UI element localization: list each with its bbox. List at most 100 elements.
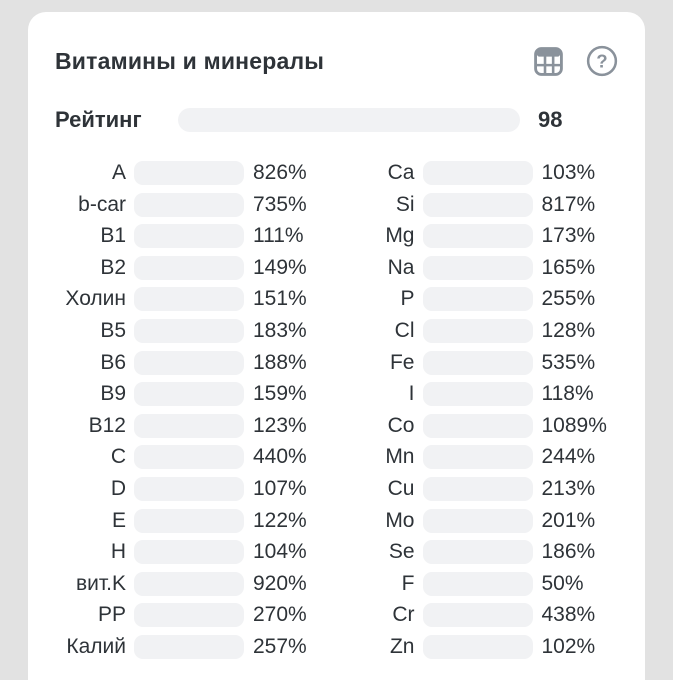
nutrient-label: B6 — [100, 350, 126, 374]
nutrient-row: Fe 535% — [344, 350, 619, 375]
nutrient-bar-track — [134, 161, 244, 185]
nutrient-value: 440% — [253, 445, 307, 469]
nutrient-value: 107% — [253, 476, 307, 500]
nutrient-bar-track — [134, 571, 244, 596]
nutrient-bar-track — [422, 445, 533, 470]
nutrient-bar-track — [134, 603, 244, 628]
nutrient-bar-track — [134, 382, 244, 407]
nutrient-value: 255% — [541, 287, 596, 311]
nutrient-bar-track — [422, 318, 533, 343]
nutrient-row: b-car 735% — [55, 192, 330, 217]
nutrient-value: 826% — [253, 161, 307, 184]
nutrient-value: 118% — [541, 382, 594, 406]
nutrient-value: 270% — [253, 603, 307, 627]
nutrient-row: Mo 201% — [344, 508, 619, 533]
nutrient-value: 50% — [541, 571, 584, 595]
nutrient-value: 165% — [541, 255, 596, 279]
nutrient-value: 128% — [541, 318, 596, 342]
vitamins-minerals-card: Витамины и минералы — [28, 12, 645, 680]
nutrient-row: B9 159% — [55, 382, 330, 407]
nutrient-label: B12 — [88, 413, 126, 437]
nutrient-row: A 826% — [55, 161, 330, 185]
nutrient-bar-track — [134, 318, 244, 343]
nutrient-label: Fe — [389, 350, 415, 374]
nutrient-row: D 107% — [55, 476, 330, 501]
rating-label: Рейтинг — [55, 107, 142, 132]
nutrient-columns: A 826% b-car 735% B1 111% B2 149% Холин … — [55, 161, 618, 667]
nutrient-value: 186% — [541, 540, 596, 564]
svg-text:?: ? — [596, 50, 607, 71]
nutrient-row: C 440% — [55, 445, 330, 470]
nutrient-value: 122% — [253, 508, 307, 532]
nutrient-row: I 118% — [344, 382, 619, 407]
nutrient-value: 1089% — [541, 413, 607, 437]
nutrient-label: Cu — [387, 476, 415, 500]
nutrient-row: Холин 151% — [55, 287, 330, 312]
nutrient-label: Na — [387, 255, 415, 279]
table-icon — [533, 46, 564, 77]
nutrient-label: Ca — [387, 161, 415, 184]
rating-value: 98 — [538, 107, 563, 132]
nutrient-row: Cu 213% — [344, 476, 619, 501]
nutrient-value: 244% — [541, 445, 596, 469]
rating-progressbar — [178, 108, 520, 132]
card-header: Витамины и минералы — [55, 45, 618, 77]
nutrient-value: 213% — [541, 476, 596, 500]
nutrient-bar-track — [422, 476, 533, 501]
nutrient-row: B2 149% — [55, 255, 330, 280]
nutrient-value: 104% — [253, 540, 307, 564]
help-icon: ? — [586, 45, 618, 77]
nutrient-row: PP 270% — [55, 603, 330, 628]
nutrient-label: Калий — [66, 634, 126, 658]
nutrient-bar-track — [134, 508, 244, 533]
nutrient-row: B5 183% — [55, 318, 330, 343]
nutrient-row: Co 1089% — [344, 413, 619, 438]
rating-row: Рейтинг 98 — [55, 107, 618, 133]
nutrient-bar-track — [134, 287, 244, 312]
nutrient-row: Se 186% — [344, 540, 619, 565]
nutrient-label: B2 — [100, 255, 126, 279]
nutrient-label: C — [110, 445, 126, 469]
nutrient-bar-track — [422, 413, 533, 438]
nutrient-value: 188% — [253, 350, 307, 374]
nutrient-label: I — [408, 382, 415, 406]
nutrient-row: P 255% — [344, 287, 619, 312]
nutrient-row: H 104% — [55, 540, 330, 565]
nutrient-label: H — [110, 540, 126, 564]
nutrient-row: Mg 173% — [344, 224, 619, 249]
nutrient-row: F 50% — [344, 571, 619, 596]
nutrient-bar-track — [422, 571, 533, 596]
nutrient-label: PP — [97, 603, 126, 627]
nutrient-row: Si 817% — [344, 192, 619, 217]
nutrient-bar-track — [134, 634, 244, 659]
nutrient-bar-track — [422, 192, 533, 217]
nutrient-label: b-car — [78, 192, 126, 216]
vitamins-column: A 826% b-car 735% B1 111% B2 149% Холин … — [55, 161, 330, 667]
table-view-button[interactable] — [533, 46, 564, 77]
nutrient-bar-track — [422, 540, 533, 565]
nutrient-bar-track — [422, 634, 533, 659]
nutrient-bar-track — [134, 350, 244, 375]
nutrient-bar-track — [134, 224, 244, 249]
nutrient-label: B1 — [100, 224, 126, 248]
nutrient-row: Zn 102% — [344, 634, 619, 659]
nutrient-label: A — [111, 161, 126, 184]
nutrient-value: 159% — [253, 382, 307, 406]
help-button[interactable]: ? — [586, 45, 618, 77]
nutrient-label: E — [111, 508, 126, 532]
nutrient-row: B6 188% — [55, 350, 330, 375]
nutrient-label: вит.K — [75, 571, 126, 595]
nutrient-value: 817% — [541, 192, 596, 216]
nutrient-value: 123% — [253, 413, 307, 437]
nutrient-label: D — [110, 476, 126, 500]
nutrient-label: B5 — [100, 318, 126, 342]
nutrient-bar-track — [422, 255, 533, 280]
nutrient-value: 183% — [253, 318, 307, 342]
nutrient-value: 438% — [541, 603, 596, 627]
nutrient-bar-track — [422, 161, 533, 185]
nutrient-bar-track — [134, 413, 244, 438]
nutrient-value: 149% — [253, 255, 307, 279]
nutrient-bar-track — [134, 476, 244, 501]
nutrient-bar-track — [134, 540, 244, 565]
